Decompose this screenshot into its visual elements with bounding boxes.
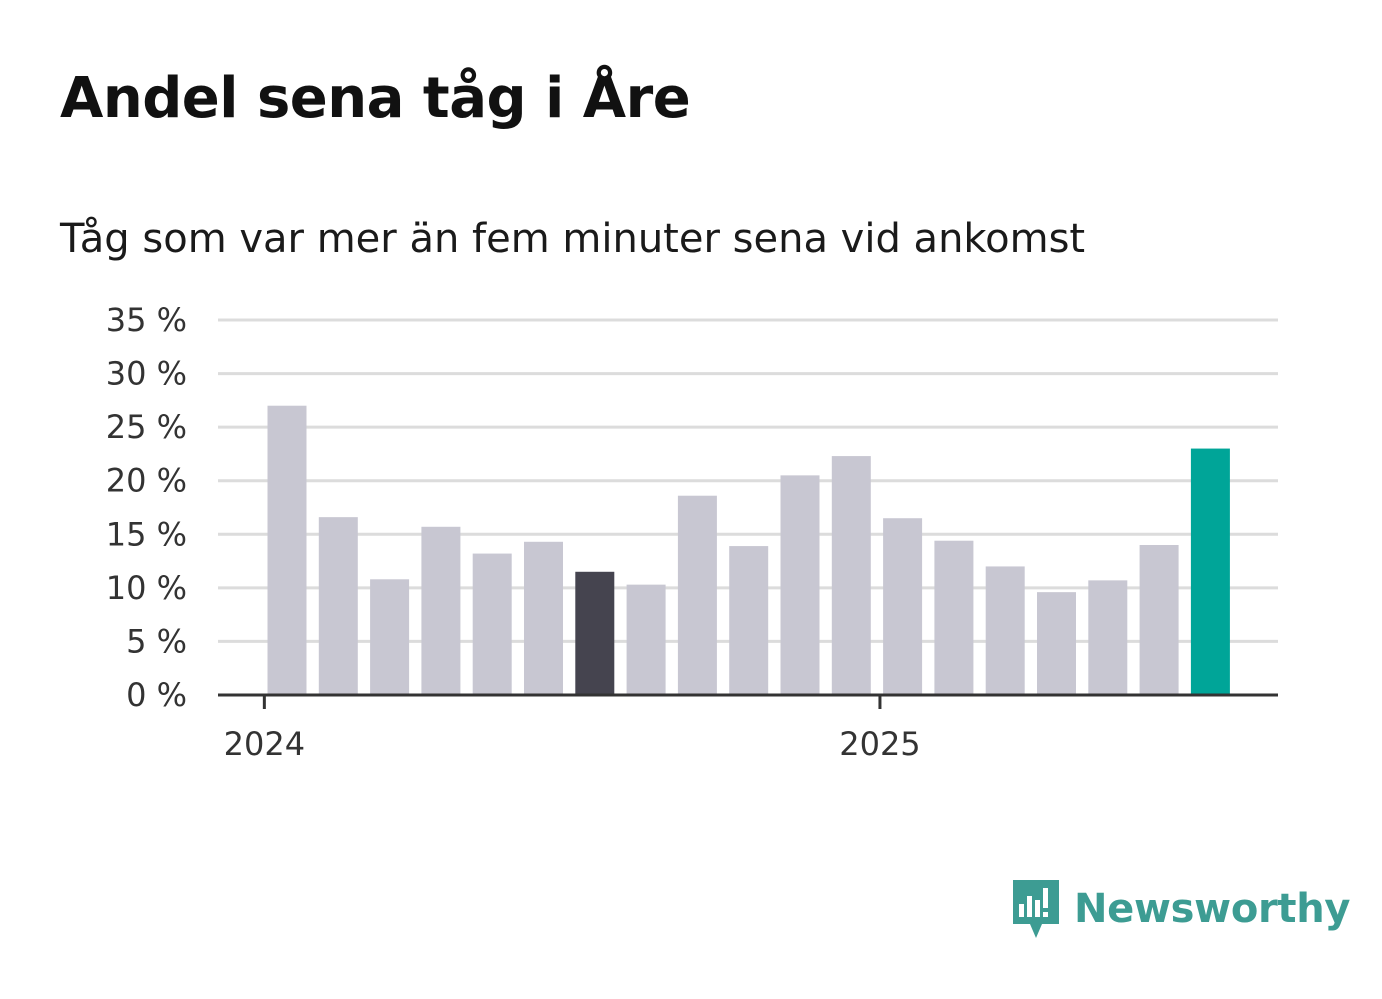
bar [1037, 592, 1076, 695]
bars [267, 405, 1230, 695]
y-tick-label: 20 % [106, 462, 187, 500]
newsworthy-logo-icon [1013, 880, 1059, 938]
bar [318, 517, 358, 695]
bar [1139, 545, 1179, 695]
newsworthy-logo: Newsworthy [1010, 878, 1351, 940]
y-tick-label: 10 % [106, 569, 187, 607]
bar [267, 405, 307, 695]
y-tick-label: 5 % [126, 622, 187, 660]
bar [1190, 448, 1230, 695]
y-axis-ticks: 0 % 5 % 10 % 15 % 20 % 25 % 30 % 35 % [106, 301, 187, 714]
bar [831, 456, 871, 695]
y-tick-label: 0 % [126, 676, 187, 714]
bar [1088, 580, 1128, 695]
bar [575, 571, 615, 695]
bar [370, 579, 410, 695]
y-tick-label: 35 % [106, 301, 187, 339]
x-tick-label: 2025 [839, 725, 920, 763]
bar [934, 540, 974, 695]
bar [472, 553, 512, 695]
x-tick-label: 2024 [224, 725, 305, 763]
bar [780, 475, 820, 695]
chart-subtitle: Tåg som var mer än fem minuter sena vid … [60, 216, 1086, 262]
bar [421, 526, 461, 695]
bar [729, 546, 769, 695]
y-tick-label: 30 % [106, 355, 187, 393]
bar [883, 518, 923, 695]
bar [677, 495, 717, 695]
bar [626, 584, 666, 695]
y-tick-label: 25 % [106, 408, 187, 446]
newsworthy-logo-text: Newsworthy [1074, 886, 1351, 932]
bar [985, 566, 1025, 695]
bar [524, 541, 563, 695]
chart-title: Andel sena tåg i Åre [60, 66, 691, 131]
y-tick-label: 15 % [106, 515, 187, 553]
x-axis-ticks: 2024 2025 [224, 695, 921, 763]
